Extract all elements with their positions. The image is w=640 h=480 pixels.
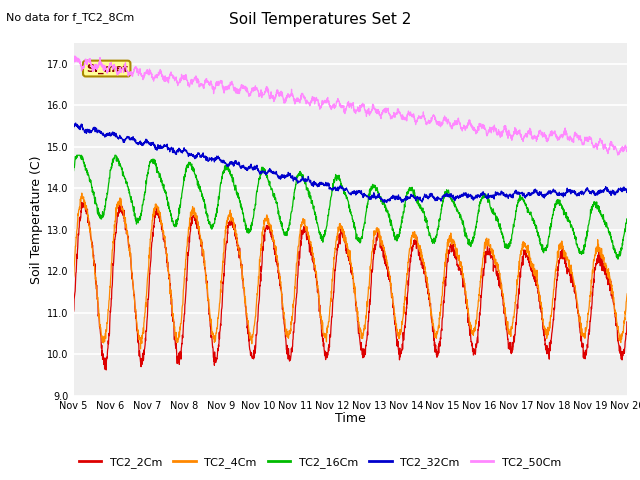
X-axis label: Time: Time xyxy=(335,412,366,425)
Y-axis label: Soil Temperature (C): Soil Temperature (C) xyxy=(30,156,43,284)
Text: SI_met: SI_met xyxy=(86,63,127,74)
Legend: TC2_2Cm, TC2_4Cm, TC2_16Cm, TC2_32Cm, TC2_50Cm: TC2_2Cm, TC2_4Cm, TC2_16Cm, TC2_32Cm, TC… xyxy=(74,452,566,472)
Text: Soil Temperatures Set 2: Soil Temperatures Set 2 xyxy=(229,12,411,27)
Text: No data for f_TC2_8Cm: No data for f_TC2_8Cm xyxy=(6,12,134,23)
